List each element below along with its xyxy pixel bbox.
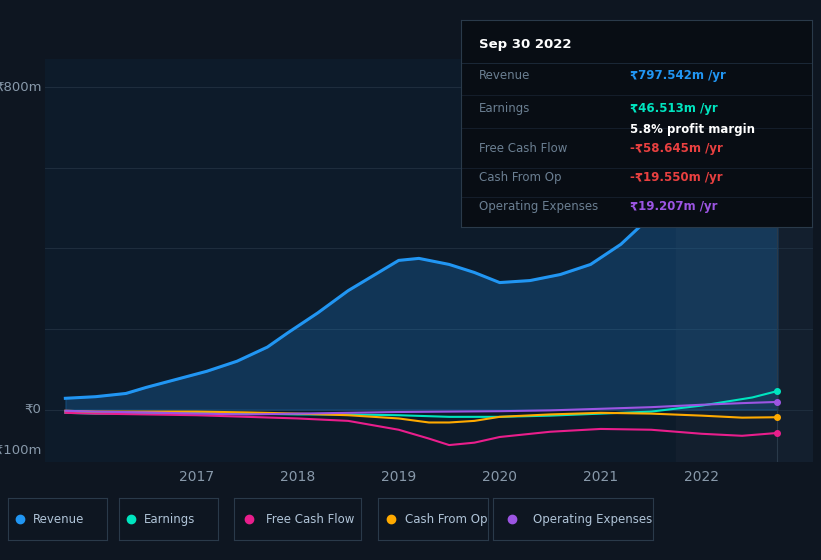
- Text: Free Cash Flow: Free Cash Flow: [266, 513, 354, 526]
- Text: -₹58.645m /yr: -₹58.645m /yr: [630, 142, 722, 155]
- Text: -₹19.550m /yr: -₹19.550m /yr: [630, 171, 722, 184]
- Text: Earnings: Earnings: [144, 513, 195, 526]
- Text: Free Cash Flow: Free Cash Flow: [479, 142, 567, 155]
- Text: Operating Expenses: Operating Expenses: [533, 513, 652, 526]
- Text: ₹46.513m /yr: ₹46.513m /yr: [630, 102, 718, 115]
- Text: 5.8% profit margin: 5.8% profit margin: [630, 123, 754, 136]
- Text: Revenue: Revenue: [479, 69, 530, 82]
- Bar: [677, 59, 813, 462]
- Text: Cash From Op: Cash From Op: [406, 513, 488, 526]
- Text: -₹100m: -₹100m: [0, 444, 41, 456]
- Text: ₹797.542m /yr: ₹797.542m /yr: [630, 69, 726, 82]
- Text: ₹19.207m /yr: ₹19.207m /yr: [630, 199, 718, 213]
- Text: Cash From Op: Cash From Op: [479, 171, 562, 184]
- Text: ₹800m: ₹800m: [0, 81, 41, 94]
- Text: Operating Expenses: Operating Expenses: [479, 199, 599, 213]
- Text: ₹0: ₹0: [25, 403, 41, 416]
- Text: Earnings: Earnings: [479, 102, 530, 115]
- Text: Revenue: Revenue: [33, 513, 85, 526]
- Text: Sep 30 2022: Sep 30 2022: [479, 38, 571, 51]
